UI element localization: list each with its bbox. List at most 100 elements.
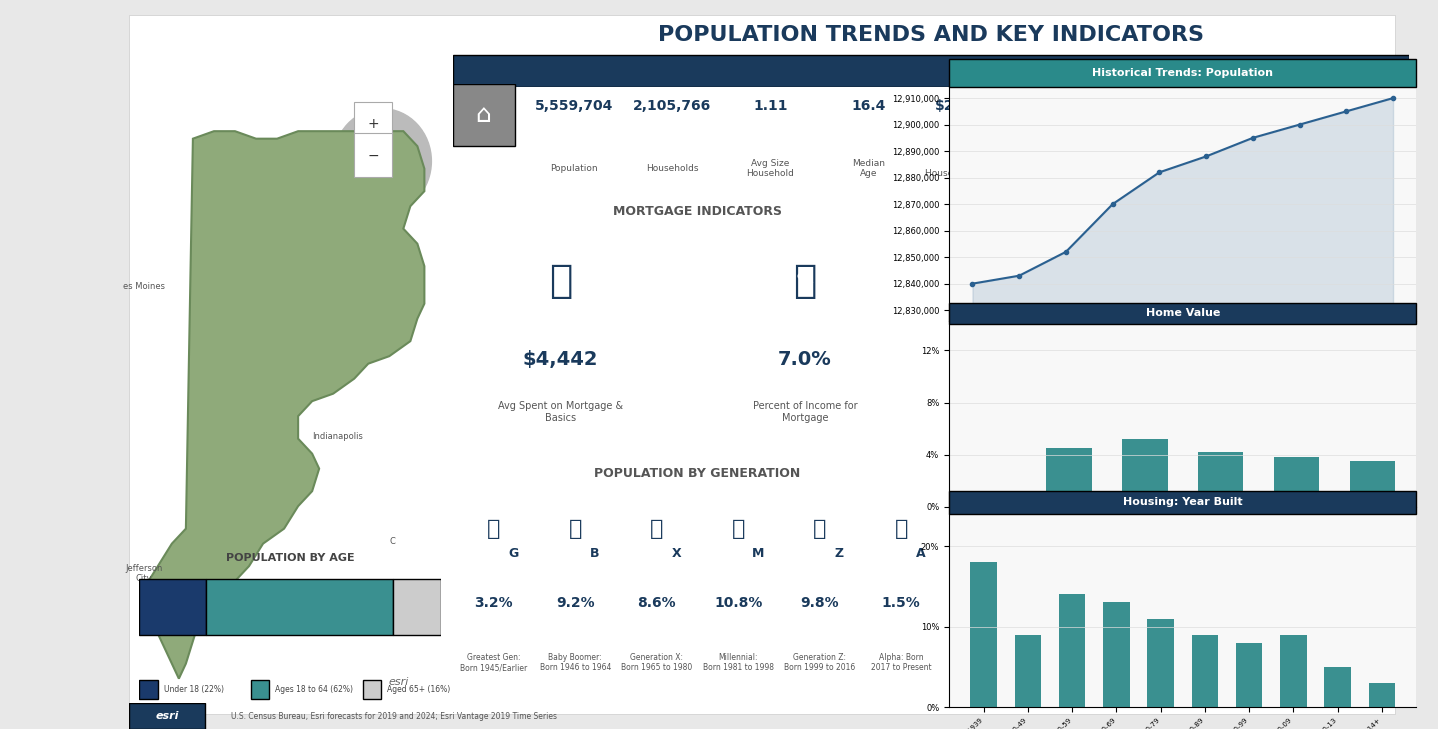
Text: Wealth
Index: Wealth Index xyxy=(1148,159,1179,179)
FancyBboxPatch shape xyxy=(252,680,269,699)
Text: 10.8%: 10.8% xyxy=(715,596,762,610)
FancyBboxPatch shape xyxy=(949,60,1416,87)
Circle shape xyxy=(334,109,431,214)
Text: Indianapolis: Indianapolis xyxy=(312,432,362,440)
Text: ⌂: ⌂ xyxy=(476,104,492,128)
Text: Louisville
Fra: Louisville Fra xyxy=(313,609,352,628)
FancyBboxPatch shape xyxy=(949,303,1416,324)
Text: Greatest Gen:
Born 1945/Earlier: Greatest Gen: Born 1945/Earlier xyxy=(460,652,528,672)
Bar xyxy=(971,491,1015,507)
Bar xyxy=(1280,635,1307,707)
FancyBboxPatch shape xyxy=(362,680,381,699)
Bar xyxy=(1274,457,1319,507)
Text: C: C xyxy=(390,537,395,545)
Bar xyxy=(971,562,997,707)
Text: Housing
Affordability: Housing Affordability xyxy=(1234,159,1290,179)
Bar xyxy=(1198,452,1244,507)
Text: Generation X:
Born 1965 to 1980: Generation X: Born 1965 to 1980 xyxy=(621,652,692,672)
Text: 👤: 👤 xyxy=(812,518,827,539)
Text: Home Value: Home Value xyxy=(1146,308,1219,319)
Text: 🏠: 🏠 xyxy=(794,262,817,300)
Text: Median
Household Income: Median Household Income xyxy=(925,159,1009,179)
Bar xyxy=(1324,667,1350,707)
FancyBboxPatch shape xyxy=(139,680,158,699)
Bar xyxy=(1369,683,1395,707)
Text: 2,105,766: 2,105,766 xyxy=(633,99,712,114)
FancyBboxPatch shape xyxy=(354,133,393,177)
Bar xyxy=(1103,602,1130,707)
Bar xyxy=(1122,439,1168,507)
Text: Percent of Income for
Mortgage: Percent of Income for Mortgage xyxy=(752,401,857,423)
Text: $27,495: $27,495 xyxy=(935,99,999,114)
FancyBboxPatch shape xyxy=(393,579,441,635)
Text: Aged 65+ (16%): Aged 65+ (16%) xyxy=(387,685,450,694)
Bar xyxy=(1350,461,1395,507)
Text: M: M xyxy=(752,547,764,560)
Text: 9.8%: 9.8% xyxy=(801,596,838,610)
Text: 1.11: 1.11 xyxy=(754,99,788,114)
Text: Housing: Year Built: Housing: Year Built xyxy=(1123,497,1242,507)
FancyBboxPatch shape xyxy=(453,55,1409,87)
Text: es Moines: es Moines xyxy=(122,281,165,291)
Bar xyxy=(1058,594,1086,707)
Text: U.S. Census Bureau, Esri forecasts for 2019 and 2024; Esri Vantage 2019 Time Ser: U.S. Census Bureau, Esri forecasts for 2… xyxy=(230,712,557,721)
Text: Avg Spent on Mortgage &
Basics: Avg Spent on Mortgage & Basics xyxy=(498,401,623,423)
Text: 46: 46 xyxy=(1153,99,1173,114)
Text: 8.6%: 8.6% xyxy=(637,596,676,610)
Text: 5,559,704: 5,559,704 xyxy=(535,99,613,114)
FancyBboxPatch shape xyxy=(354,102,393,146)
Text: 9.2%: 9.2% xyxy=(557,596,594,610)
Text: Historical Trends: Population: Historical Trends: Population xyxy=(1093,69,1273,79)
Text: Median
Home Value: Median Home Value xyxy=(1038,159,1093,179)
FancyBboxPatch shape xyxy=(129,703,206,729)
Text: POPULATION TRENDS AND KEY INDICATORS: POPULATION TRENDS AND KEY INDICATORS xyxy=(659,25,1204,45)
Text: 28: 28 xyxy=(1350,99,1370,114)
Text: 3.2%: 3.2% xyxy=(475,596,513,610)
Bar xyxy=(1148,619,1173,707)
Text: 👤: 👤 xyxy=(650,518,663,539)
Polygon shape xyxy=(144,131,424,679)
Text: B: B xyxy=(590,547,600,560)
Text: Jefferson
City: Jefferson City xyxy=(125,564,162,583)
Bar xyxy=(1235,643,1263,707)
Text: −: − xyxy=(367,149,378,163)
Bar xyxy=(1047,448,1091,507)
Text: Avg Size
Household: Avg Size Household xyxy=(746,159,794,179)
Bar xyxy=(1192,635,1218,707)
Text: Households: Households xyxy=(646,164,699,173)
FancyBboxPatch shape xyxy=(206,579,393,635)
Text: esri: esri xyxy=(388,677,408,687)
Text: 7.0%: 7.0% xyxy=(778,350,831,369)
Text: 16.4: 16.4 xyxy=(851,99,886,114)
Text: Illinois: Illinois xyxy=(1319,63,1380,80)
Text: 👤: 👤 xyxy=(894,518,907,539)
Text: $4,442: $4,442 xyxy=(523,350,598,369)
Text: 1.5%: 1.5% xyxy=(881,596,920,610)
Text: Diversity
Index: Diversity Index xyxy=(1340,159,1380,179)
Text: A: A xyxy=(916,547,926,560)
Text: Under 18 (22%): Under 18 (22%) xyxy=(164,685,224,694)
Bar xyxy=(1015,635,1041,707)
Text: 👤: 👤 xyxy=(568,518,582,539)
Text: Ages 18 to 64 (62%): Ages 18 to 64 (62%) xyxy=(276,685,354,694)
Text: Z: Z xyxy=(834,547,844,560)
Text: Median
Age: Median Age xyxy=(853,159,886,179)
Text: 👤: 👤 xyxy=(487,518,500,539)
FancyBboxPatch shape xyxy=(139,579,206,635)
Text: +: + xyxy=(367,117,378,131)
Text: X: X xyxy=(672,547,682,560)
FancyBboxPatch shape xyxy=(453,84,515,146)
Text: 52: 52 xyxy=(1252,99,1271,114)
Text: Baby Boomer:
Born 1946 to 1964: Baby Boomer: Born 1946 to 1964 xyxy=(539,652,611,672)
Text: Population: Population xyxy=(549,164,598,173)
Text: POPULATION BY GENERATION: POPULATION BY GENERATION xyxy=(594,467,801,480)
Text: Alpha: Born
2017 to Present: Alpha: Born 2017 to Present xyxy=(871,652,932,672)
Text: %: % xyxy=(797,272,814,290)
Text: 🏠: 🏠 xyxy=(549,262,572,300)
Text: 👤: 👤 xyxy=(732,518,745,539)
Text: esri: esri xyxy=(155,712,180,721)
Text: Millennial:
Born 1981 to 1998: Millennial: Born 1981 to 1998 xyxy=(703,652,774,672)
Text: MORTGAGE INDICATORS: MORTGAGE INDICATORS xyxy=(613,205,782,218)
FancyBboxPatch shape xyxy=(949,491,1416,514)
Text: POPULATION BY AGE: POPULATION BY AGE xyxy=(226,553,355,564)
